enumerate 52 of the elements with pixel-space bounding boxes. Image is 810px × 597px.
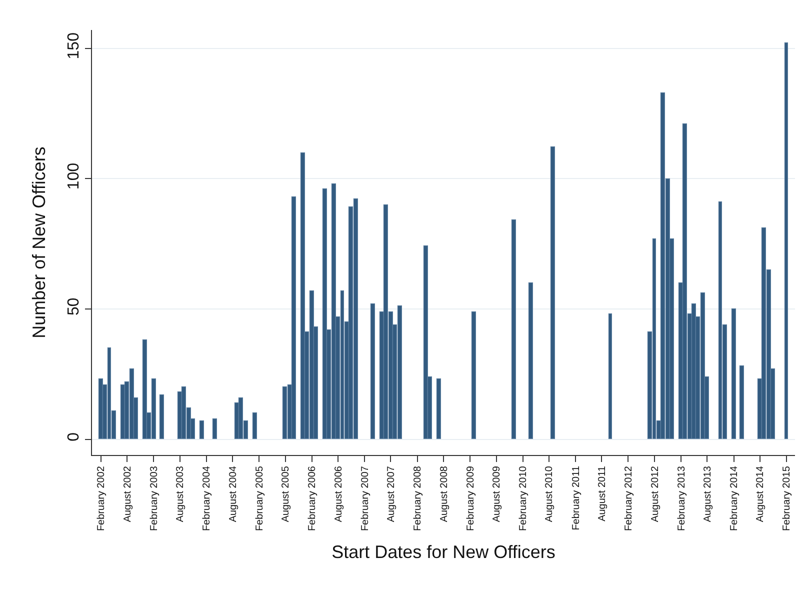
bar <box>291 196 296 439</box>
x-tick-label: February 2002 <box>96 466 108 532</box>
x-tick-label: August 2007 <box>386 466 397 522</box>
bar <box>252 412 257 439</box>
x-tick-label: February 2012 <box>623 466 634 532</box>
bar <box>436 378 441 439</box>
y-tick-label: 0 <box>66 432 83 442</box>
bar <box>550 146 555 439</box>
y-tick-label: 50 <box>66 298 83 316</box>
x-tick-label: August 2012 <box>650 466 661 522</box>
bar <box>471 311 476 439</box>
bar <box>739 365 744 439</box>
x-tick-label: February 2010 <box>518 466 530 532</box>
y-tick-label: 100 <box>66 162 83 190</box>
y-axis-title: Number of New Officers <box>28 146 49 338</box>
x-tick-label: August 2005 <box>280 466 292 522</box>
x-tick-label: February 2011 <box>570 466 582 530</box>
x-tick-label: August 2013 <box>702 466 714 522</box>
x-tick-label: February 2013 <box>676 466 688 532</box>
x-tick-label: February 2014 <box>729 466 740 532</box>
x-tick-label: August 2014 <box>755 466 766 522</box>
bar <box>511 219 516 439</box>
bar <box>528 282 533 439</box>
x-tick-label: February 2007 <box>360 466 371 532</box>
x-tick-label: February 2008 <box>412 466 424 532</box>
bar <box>212 418 217 439</box>
x-tick-label: February 2006 <box>307 466 318 532</box>
x-tick-label: February 2009 <box>465 466 476 532</box>
x-tick-label: February 2004 <box>202 466 213 532</box>
bar <box>608 313 612 439</box>
bar <box>731 308 736 439</box>
x-tick-label: August 2006 <box>333 466 344 522</box>
bar <box>142 339 147 439</box>
x-tick-label: August 2008 <box>438 466 450 522</box>
bar <box>199 420 204 439</box>
x-tick-label: February 2015 <box>782 466 793 532</box>
bar <box>784 42 788 439</box>
x-tick-label: August 2010 <box>544 466 556 522</box>
bar <box>423 245 428 439</box>
x-tick-label: August 2003 <box>175 466 186 522</box>
x-tick-label: August 2004 <box>228 466 239 522</box>
x-tick-label: August 2009 <box>492 466 503 522</box>
bar <box>322 188 327 439</box>
bar <box>159 394 164 439</box>
y-tick-label: 150 <box>66 32 83 60</box>
bar <box>370 303 375 439</box>
x-tick-label: February 2003 <box>148 466 160 532</box>
x-tick-label: February 2005 <box>254 466 266 532</box>
x-tick-label: August 2011 <box>596 466 608 522</box>
bar <box>300 152 305 439</box>
x-tick-label: August 2002 <box>122 466 134 522</box>
x-axis-title: Start Dates for New Officers <box>332 542 556 562</box>
